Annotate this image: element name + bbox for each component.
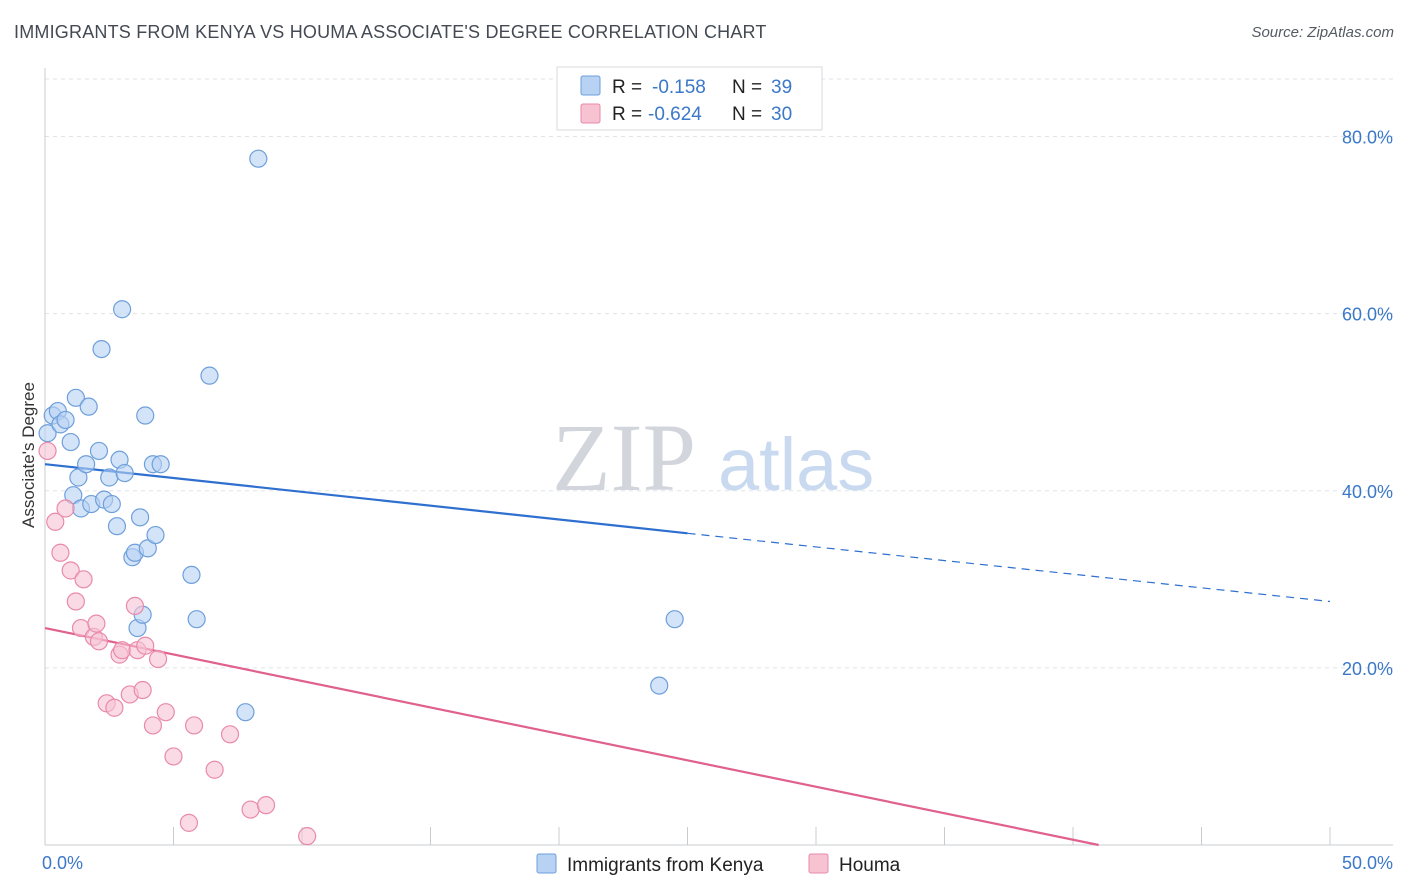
data-point-kenya (650, 676, 669, 695)
y-tick-label-40: 40.0% (1342, 482, 1393, 502)
data-point-houma (105, 698, 124, 717)
watermark-atlas: atlas (718, 423, 874, 506)
data-point-kenya (92, 339, 111, 359)
legend-r-value-houma: -0.624 (648, 104, 702, 125)
data-point-houma (125, 596, 145, 616)
y-tick-label-60: 60.0% (1342, 305, 1393, 325)
series-legend-label-houma: Houma (839, 855, 901, 876)
y-tick-label-20: 20.0% (1342, 659, 1393, 679)
legend-n-value-houma: 30 (771, 104, 792, 125)
data-point-kenya (100, 468, 119, 487)
data-point-kenya (107, 517, 127, 536)
data-point-houma (56, 499, 75, 518)
data-point-houma (136, 636, 155, 655)
correlation-legend: R = -0.158 N = 39 R = -0.624 N = 30 (556, 66, 823, 131)
legend-r-value-kenya: -0.158 (652, 77, 706, 98)
legend-n-label-kenya: N = (732, 77, 762, 98)
legend-r-label-kenya: R = (612, 77, 642, 98)
source-label: Source: ZipAtlas.com (1251, 24, 1394, 41)
series-legend-swatch-kenya (536, 853, 557, 874)
data-point-kenya (56, 410, 75, 430)
data-point-kenya (77, 455, 96, 474)
data-point-kenya (89, 441, 109, 461)
data-point-kenya (136, 406, 155, 425)
y-tick-labels: 20.0% 40.0% 60.0% 80.0% (1342, 128, 1393, 679)
data-point-houma (156, 703, 175, 722)
data-point-houma (179, 813, 199, 832)
data-point-houma (87, 614, 106, 633)
legend-swatch-houma (580, 103, 601, 124)
data-point-kenya (665, 610, 684, 629)
data-point-houma (298, 827, 317, 846)
trend-line-houma (44, 626, 1099, 847)
x-tick-labels: 0.0% 50.0% (42, 853, 1393, 873)
trend-line-kenya-extension (687, 532, 1331, 603)
data-point-kenya (146, 525, 165, 545)
data-point-kenya (115, 463, 134, 483)
data-point-houma (164, 747, 183, 766)
data-point-kenya (38, 424, 57, 443)
watermark-zip: ZIP (552, 404, 696, 511)
data-point-kenya (61, 432, 80, 452)
y-tick-label-80: 80.0% (1342, 128, 1393, 148)
data-point-kenya (249, 149, 268, 168)
data-point-kenya (187, 610, 206, 629)
x-tick-label-min: 0.0% (42, 853, 83, 873)
chart-title: IMMIGRANTS FROM KENYA VS HOUMA ASSOCIATE… (14, 22, 767, 42)
data-point-houma (46, 512, 65, 531)
data-point-kenya (102, 494, 121, 514)
legend-n-value-kenya: 39 (771, 77, 792, 98)
data-point-houma (51, 543, 70, 562)
data-point-houma (89, 632, 109, 651)
data-point-houma (220, 725, 240, 744)
y-axis-label: Associate's Degree (19, 382, 38, 528)
trend-lines (44, 463, 1331, 847)
legend-r-label-houma: R = (612, 104, 642, 125)
series-legend-swatch-houma (808, 853, 829, 874)
data-point-houma (184, 716, 204, 735)
x-tick-label-max: 50.0% (1342, 853, 1393, 873)
data-point-kenya (112, 300, 132, 319)
legend-n-label-houma: N = (732, 104, 762, 125)
data-point-kenya (151, 455, 170, 474)
watermark: ZIP atlas (552, 404, 874, 511)
data-point-houma (143, 716, 163, 735)
data-point-kenya (79, 397, 98, 416)
legend-swatch-kenya (580, 75, 601, 96)
data-point-kenya (66, 388, 85, 407)
data-point-houma (133, 680, 152, 700)
data-point-kenya (236, 703, 255, 722)
grid-lines (45, 78, 1393, 669)
data-point-houma (38, 441, 57, 461)
data-point-kenya (182, 565, 201, 585)
legend-box (556, 66, 823, 131)
data-point-houma (148, 649, 168, 669)
data-point-houma (241, 800, 260, 819)
trend-line-kenya (44, 463, 688, 535)
data-point-houma (74, 570, 93, 589)
data-points (38, 149, 684, 846)
series-legend: Immigrants from Kenya Houma (536, 853, 901, 876)
series-legend-label-kenya: Immigrants from Kenya (567, 855, 764, 876)
data-point-houma (112, 641, 132, 660)
data-point-houma (61, 561, 80, 580)
data-point-houma (205, 760, 224, 779)
data-point-houma (66, 592, 85, 611)
data-point-kenya (200, 366, 219, 385)
data-point-kenya (130, 508, 150, 527)
data-point-houma (256, 796, 276, 815)
